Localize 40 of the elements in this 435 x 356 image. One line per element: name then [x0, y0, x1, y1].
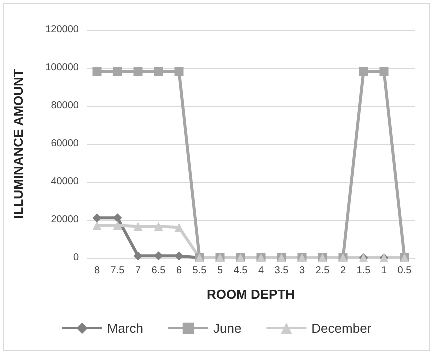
x-tick-label: 2.5: [316, 266, 330, 276]
y-tick-label: 60000: [51, 138, 80, 150]
y-tick-label: 40000: [51, 176, 80, 188]
x-tick-label: 5: [217, 266, 224, 276]
point: [174, 223, 184, 232]
point: [380, 67, 389, 76]
x-tick-label: 1: [381, 266, 388, 276]
point: [134, 67, 143, 76]
x-tick-label: 3.5: [274, 266, 290, 276]
x-tick-label: 3: [299, 266, 306, 276]
y-axis-title: ILLUMINANCE AMOUNT: [11, 69, 26, 219]
x-tick-label: 4: [258, 266, 264, 276]
point: [92, 67, 102, 76]
y-tick-label: 0: [73, 252, 80, 264]
x-tick-label: 2: [340, 266, 346, 276]
y-tick-label: 100000: [46, 62, 80, 74]
point: [92, 221, 102, 230]
legend-label: June: [213, 321, 242, 336]
x-tick-label: 0.5: [398, 266, 412, 276]
x-tick-label: 1.5: [356, 266, 372, 276]
x-tick-label: 6: [176, 266, 182, 276]
y-tick-label: 20000: [51, 214, 80, 226]
x-tick-label: 4.5: [234, 266, 248, 276]
point: [154, 67, 164, 76]
point: [154, 222, 164, 232]
x-tick-label: 5.5: [192, 266, 208, 276]
x-axis-title: ROOM DEPTH: [206, 287, 296, 302]
point: [113, 67, 122, 76]
point: [359, 67, 368, 76]
legend-label: December: [312, 321, 372, 336]
legend-label: March: [107, 321, 144, 336]
y-tick-label: 80000: [51, 100, 80, 112]
x-tick-label: 6.5: [152, 266, 166, 276]
point: [113, 221, 122, 230]
x-tick-label: 7: [135, 266, 142, 276]
y-tick-label: 120000: [46, 24, 80, 36]
x-tick-label: 8: [94, 266, 100, 276]
x-tick-label: 7.5: [110, 266, 126, 276]
point: [174, 67, 184, 76]
point: [134, 222, 143, 232]
